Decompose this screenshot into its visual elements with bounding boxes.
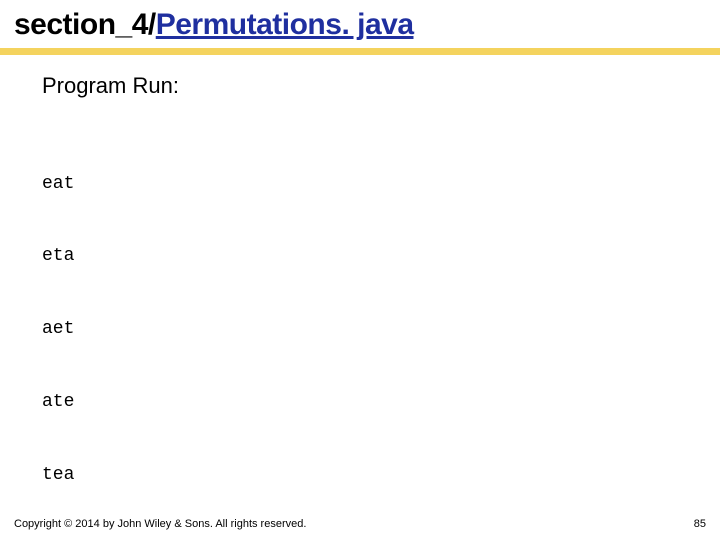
- output-line: eta: [42, 244, 678, 268]
- output-line: ate: [42, 390, 678, 414]
- output-line: tae: [42, 536, 678, 540]
- body-region: Program Run: eat eta aet ate tea tae: [0, 55, 720, 540]
- footer: Copyright © 2014 by John Wiley & Sons. A…: [14, 518, 706, 530]
- page-number: 85: [694, 518, 706, 530]
- page-title: section_4/Permutations. java: [14, 8, 706, 42]
- divider-rule: [0, 48, 720, 55]
- output-line: eat: [42, 172, 678, 196]
- program-output: eat eta aet ate tea tae: [42, 123, 678, 540]
- subheading: Program Run:: [42, 73, 678, 99]
- title-region: section_4/Permutations. java: [0, 0, 720, 42]
- title-link[interactable]: Permutations. java: [156, 8, 414, 41]
- slide: section_4/Permutations. java Program Run…: [0, 0, 720, 540]
- title-prefix: section_4/: [14, 8, 156, 41]
- copyright-text: Copyright © 2014 by John Wiley & Sons. A…: [14, 518, 306, 530]
- output-line: tea: [42, 463, 678, 487]
- output-line: aet: [42, 317, 678, 341]
